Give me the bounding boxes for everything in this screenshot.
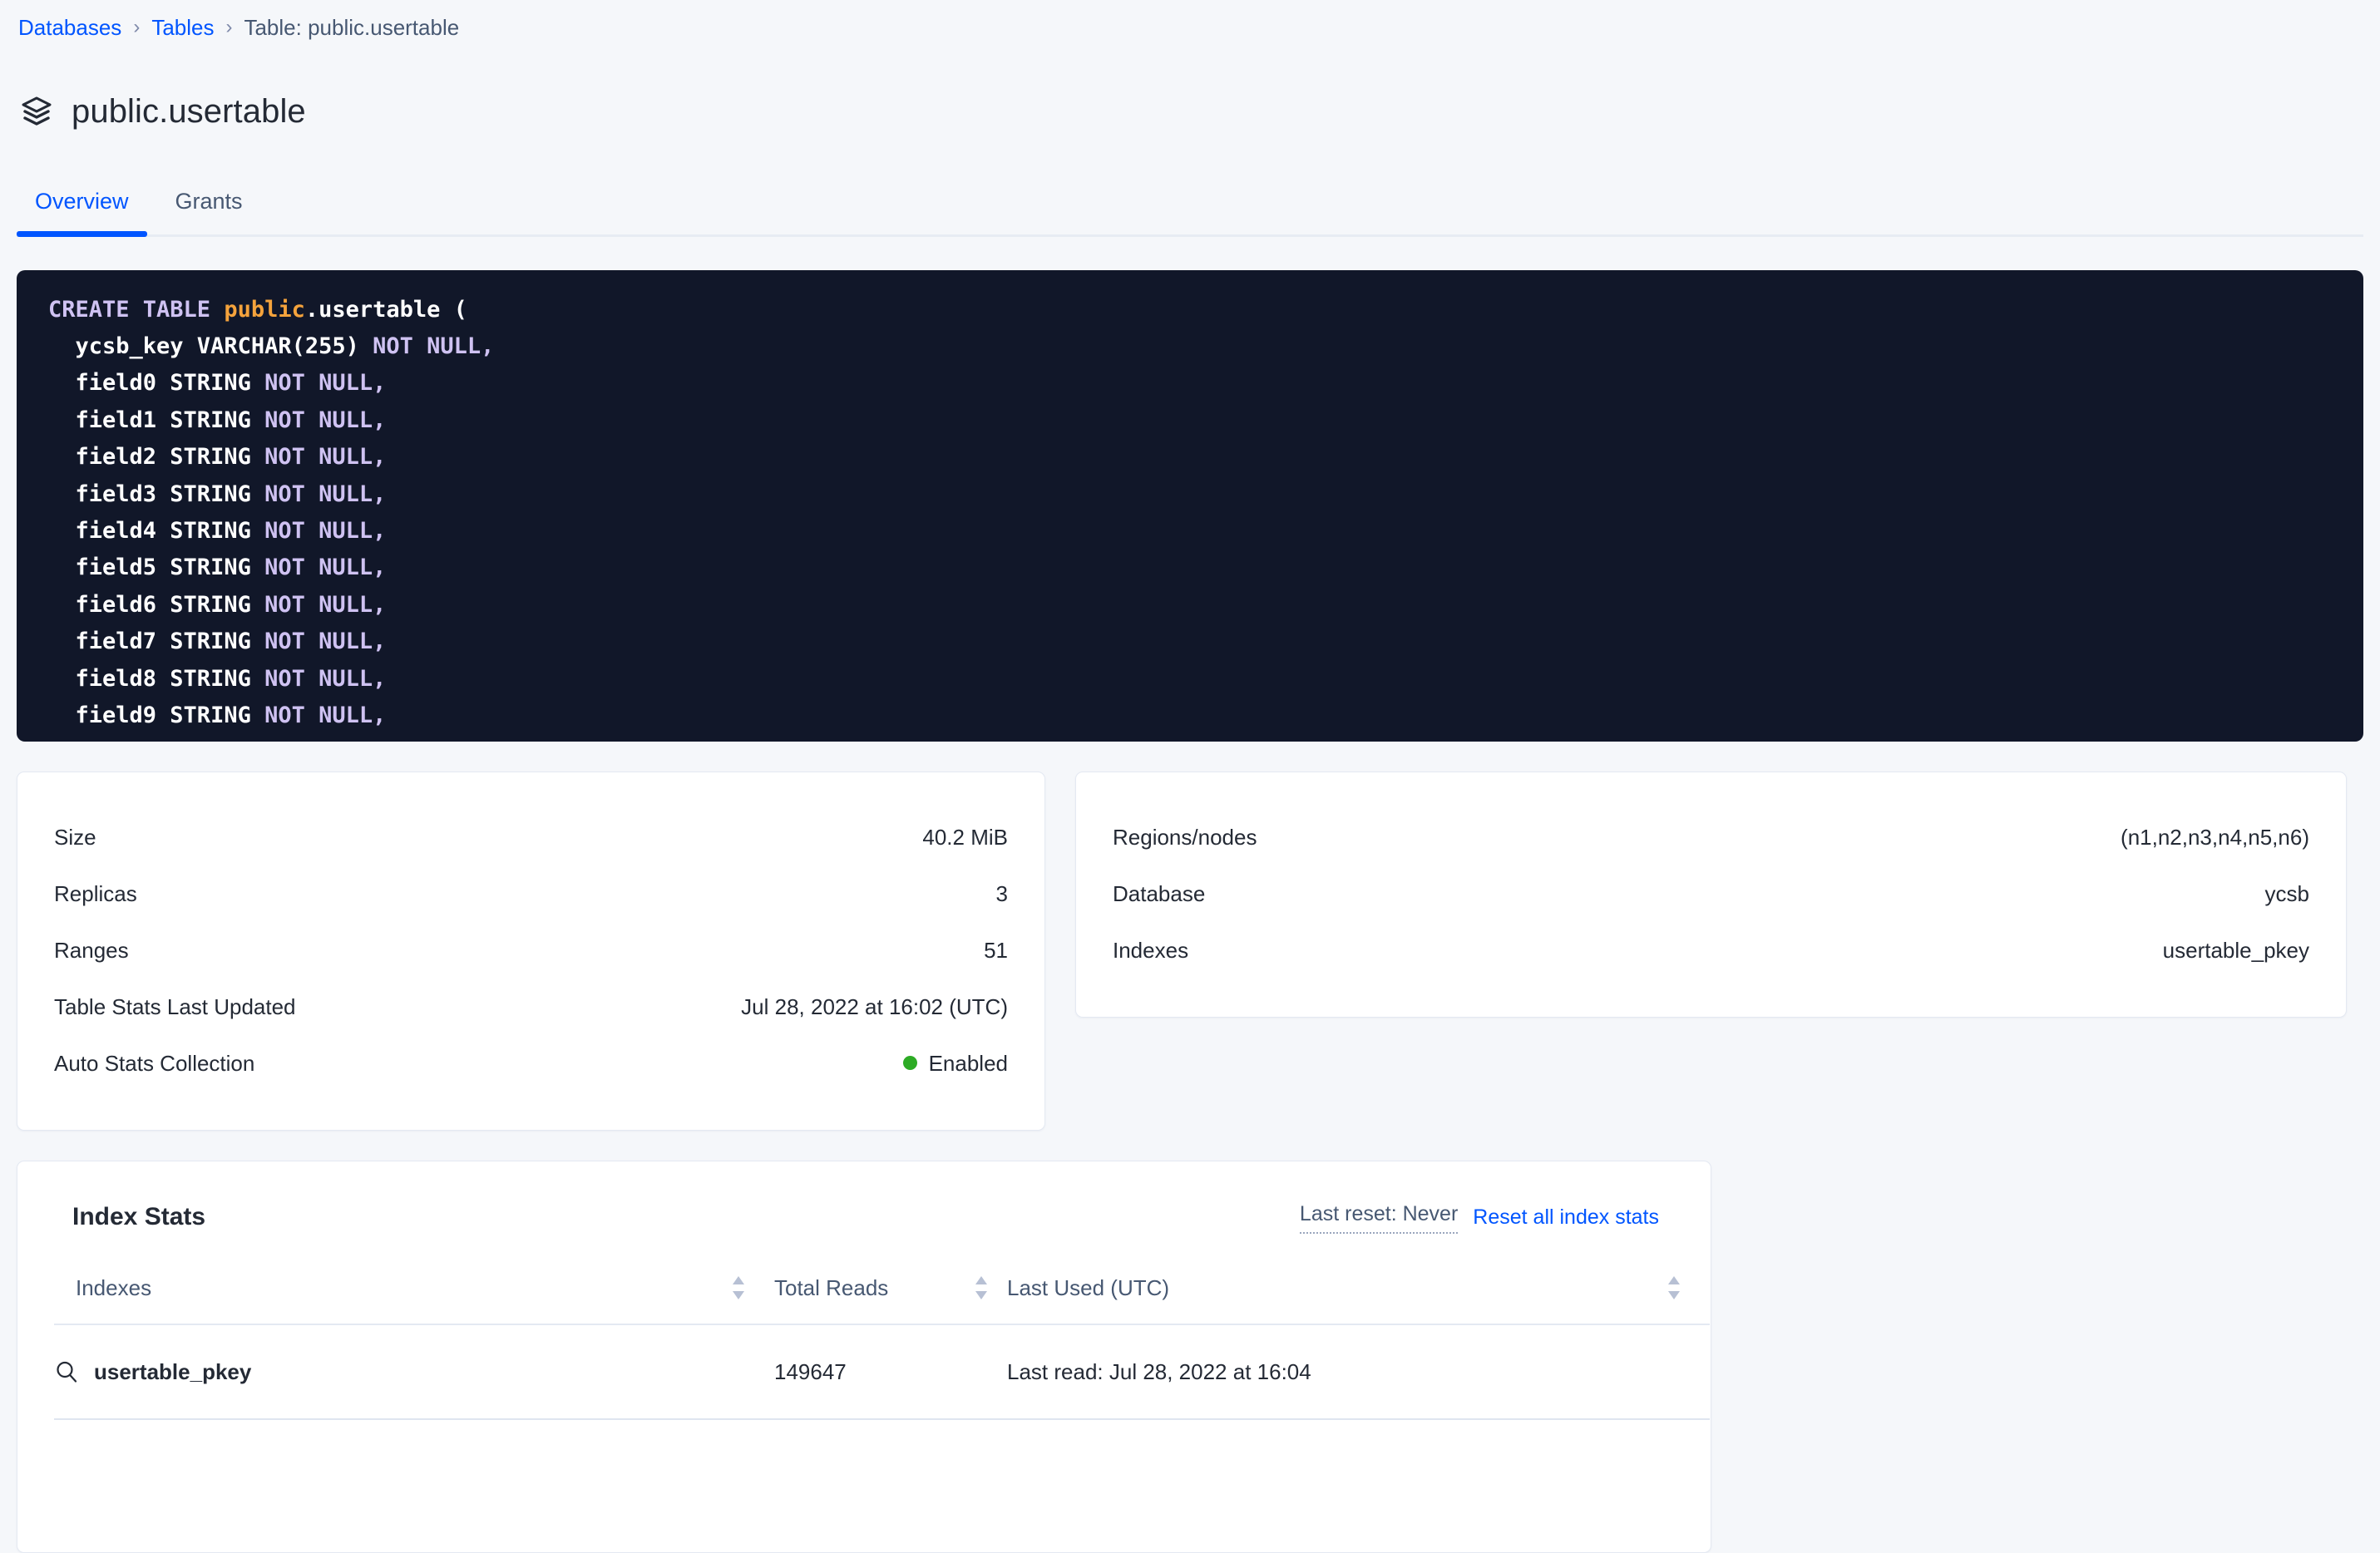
code-token: field3 STRING bbox=[48, 481, 265, 507]
cell-index-name: usertable_pkey bbox=[54, 1324, 774, 1420]
code-token: field9 STRING bbox=[48, 703, 265, 729]
table-summary-card: Size 40.2 MiB Replicas 3 Ranges 51 Table… bbox=[17, 771, 1045, 1131]
table-header-row: Indexes Total Reads bbox=[54, 1265, 1710, 1325]
stat-value: Jul 28, 2022 at 16:02 (UTC) bbox=[741, 993, 1008, 1019]
stat-label: Size bbox=[54, 824, 96, 850]
breadcrumb: Databases › Tables › Table: public.usert… bbox=[17, 0, 2363, 45]
create-table-code: CREATE TABLE public.usertable ( ycsb_key… bbox=[17, 292, 2363, 735]
code-token: NOT NULL, bbox=[264, 703, 387, 729]
code-token: NOT NULL, bbox=[264, 370, 387, 397]
code-token: NOT NULL, bbox=[264, 591, 387, 618]
stat-label: Indexes bbox=[1113, 937, 1189, 963]
code-token: field8 STRING bbox=[48, 665, 265, 692]
status-dot-icon bbox=[902, 1056, 917, 1071]
code-token: NOT NULL, bbox=[264, 518, 387, 545]
index-stats-card: Index Stats Last reset: Never Reset all … bbox=[17, 1160, 1711, 1553]
code-token: field1 STRING bbox=[48, 407, 265, 433]
cell-last-used: Last read: Jul 28, 2022 at 16:04 bbox=[1007, 1324, 1710, 1420]
tab-grants[interactable]: Grants bbox=[147, 188, 271, 234]
code-token: field5 STRING bbox=[48, 555, 265, 581]
page-header: public.usertable bbox=[17, 45, 2363, 175]
column-header-last-used[interactable]: Last Used (UTC) bbox=[1007, 1265, 1710, 1325]
status-text: Enabled bbox=[928, 1050, 1008, 1076]
index-name-link[interactable]: usertable_pkey bbox=[94, 1358, 252, 1384]
breadcrumb-current: Table: public.usertable bbox=[244, 15, 460, 40]
stat-row-regions-nodes: Regions/nodes (n1,n2,n3,n4,n5,n6) bbox=[1113, 809, 2309, 865]
code-token: field6 STRING bbox=[48, 591, 265, 618]
last-reset-label: Last reset: Never bbox=[1299, 1201, 1459, 1234]
stat-row-indexes: Indexes usertable_pkey bbox=[1113, 922, 2309, 979]
code-token: NOT NULL, bbox=[264, 555, 387, 581]
code-token: NOT NULL, bbox=[373, 333, 495, 359]
code-token: NOT NULL, bbox=[264, 444, 387, 471]
stat-label: Replicas bbox=[54, 880, 137, 906]
create-table-statement: CREATE TABLE public.usertable ( ycsb_key… bbox=[17, 269, 2363, 742]
tab-bar: Overview Grants bbox=[17, 175, 2363, 237]
index-stats-title: Index Stats bbox=[72, 1203, 206, 1231]
summary-cards: Size 40.2 MiB Replicas 3 Ranges 51 Table… bbox=[17, 771, 2363, 1131]
stat-value: 40.2 MiB bbox=[922, 824, 1008, 850]
search-icon bbox=[54, 1359, 79, 1384]
stat-value: 3 bbox=[995, 880, 1008, 906]
code-token: field7 STRING bbox=[48, 629, 265, 655]
chevron-right-icon: › bbox=[133, 16, 141, 38]
reset-all-index-stats-link[interactable]: Reset all index stats bbox=[1473, 1205, 1659, 1230]
stat-row-size: Size 40.2 MiB bbox=[54, 809, 1008, 865]
code-token: field2 STRING bbox=[48, 444, 265, 471]
breadcrumb-link-databases[interactable]: Databases bbox=[18, 15, 122, 40]
sort-arrows-icon[interactable] bbox=[974, 1274, 989, 1302]
breadcrumb-link-tables[interactable]: Tables bbox=[151, 15, 215, 40]
code-token: CREATE TABLE bbox=[48, 296, 225, 323]
stat-label: Database bbox=[1113, 880, 1206, 906]
stat-value: usertable_pkey bbox=[2162, 937, 2309, 963]
stat-row-database: Database ycsb bbox=[1113, 865, 2309, 922]
column-label: Last Used (UTC) bbox=[1007, 1274, 1170, 1300]
stat-row-replicas: Replicas 3 bbox=[54, 865, 1008, 922]
sort-arrows-icon[interactable] bbox=[1666, 1274, 1681, 1302]
stat-value: ycsb bbox=[2264, 880, 2309, 906]
stat-row-table-stats-last-updated: Table Stats Last Updated Jul 28, 2022 at… bbox=[54, 979, 1008, 1035]
index-stats-actions: Last reset: Never Reset all index stats bbox=[1299, 1201, 1659, 1234]
code-token: public bbox=[224, 296, 305, 323]
tab-overview[interactable]: Overview bbox=[17, 188, 147, 237]
stat-value: 51 bbox=[984, 937, 1008, 963]
page-title: public.usertable bbox=[72, 92, 306, 130]
status-badge: Enabled bbox=[902, 1050, 1008, 1077]
table-details-page: Databases › Tables › Table: public.usert… bbox=[17, 0, 2363, 1553]
stat-value: (n1,n2,n3,n4,n5,n6) bbox=[2121, 824, 2309, 850]
column-header-indexes[interactable]: Indexes bbox=[54, 1265, 774, 1325]
code-token: NOT NULL, bbox=[264, 407, 387, 433]
stat-row-auto-stats-collection: Auto Stats Collection Enabled bbox=[54, 1035, 1008, 1092]
stat-label: Ranges bbox=[54, 937, 129, 963]
code-token: .usertable ( bbox=[304, 296, 467, 323]
cell-total-reads: 149647 bbox=[774, 1324, 1007, 1420]
stat-label: Table Stats Last Updated bbox=[54, 993, 296, 1019]
column-header-total-reads[interactable]: Total Reads bbox=[774, 1265, 1007, 1325]
column-label: Total Reads bbox=[774, 1274, 889, 1300]
table-row[interactable]: usertable_pkey 149647 Last read: Jul 28,… bbox=[54, 1324, 1710, 1420]
table-head: Indexes Total Reads bbox=[54, 1265, 1710, 1325]
stack-icon bbox=[20, 95, 53, 128]
code-token: NOT NULL, bbox=[264, 629, 387, 655]
code-token: NOT NULL, bbox=[264, 665, 387, 692]
stat-label: Regions/nodes bbox=[1113, 824, 1257, 850]
code-token: field4 STRING bbox=[48, 518, 265, 545]
chevron-right-icon: › bbox=[225, 16, 233, 38]
code-token: field0 STRING bbox=[48, 370, 265, 397]
index-stats-header: Index Stats Last reset: Never Reset all … bbox=[54, 1198, 1674, 1234]
stat-label: Auto Stats Collection bbox=[54, 1050, 255, 1076]
index-stats-table: Indexes Total Reads bbox=[54, 1265, 1710, 1420]
column-label: Indexes bbox=[76, 1274, 152, 1300]
table-body: usertable_pkey 149647 Last read: Jul 28,… bbox=[54, 1324, 1710, 1420]
code-token: NOT NULL, bbox=[264, 481, 387, 507]
code-token: ycsb_key VARCHAR(255) bbox=[48, 333, 373, 359]
stat-row-ranges: Ranges 51 bbox=[54, 922, 1008, 979]
sort-arrows-icon[interactable] bbox=[731, 1274, 746, 1302]
table-placement-card: Regions/nodes (n1,n2,n3,n4,n5,n6) Databa… bbox=[1075, 771, 2347, 1018]
